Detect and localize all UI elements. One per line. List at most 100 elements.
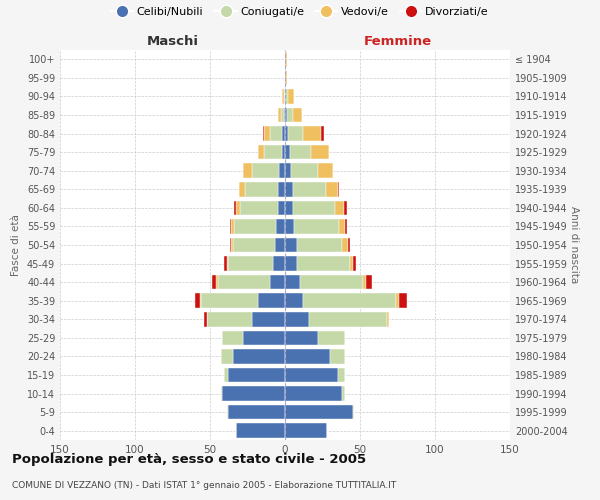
- Text: Maschi: Maschi: [146, 35, 199, 48]
- Bar: [223, 256, 227, 271]
- Bar: [363, 275, 366, 289]
- Bar: [285, 108, 287, 122]
- Bar: [285, 349, 330, 364]
- Bar: [285, 164, 291, 178]
- Bar: [285, 386, 342, 401]
- Bar: [337, 368, 345, 382]
- Text: COMUNE DI VEZZANO (TN) - Dati ISTAT 1° gennaio 2005 - Elaborazione TUTTITALIA.IT: COMUNE DI VEZZANO (TN) - Dati ISTAT 1° g…: [12, 480, 396, 490]
- Bar: [285, 312, 309, 326]
- Bar: [335, 200, 343, 215]
- Bar: [285, 182, 293, 196]
- Bar: [294, 219, 339, 234]
- Bar: [201, 294, 258, 308]
- Bar: [221, 386, 222, 401]
- Bar: [227, 405, 228, 419]
- Bar: [228, 368, 285, 382]
- Bar: [231, 238, 233, 252]
- Bar: [234, 200, 235, 215]
- Bar: [293, 200, 335, 215]
- Bar: [234, 219, 276, 234]
- Bar: [252, 312, 285, 326]
- Bar: [290, 145, 311, 160]
- Bar: [245, 182, 277, 196]
- Bar: [339, 219, 345, 234]
- Bar: [243, 164, 252, 178]
- Bar: [285, 256, 297, 271]
- Bar: [279, 164, 285, 178]
- Bar: [311, 145, 329, 160]
- Bar: [285, 52, 287, 66]
- Bar: [235, 424, 285, 438]
- Bar: [287, 108, 293, 122]
- Bar: [387, 312, 389, 326]
- Bar: [343, 200, 347, 215]
- Bar: [285, 330, 318, 345]
- Bar: [239, 182, 245, 196]
- Bar: [337, 182, 339, 196]
- Bar: [285, 368, 337, 382]
- Bar: [399, 294, 407, 308]
- Bar: [233, 238, 275, 252]
- Bar: [199, 294, 201, 308]
- Bar: [285, 200, 293, 215]
- Legend: Celibi/Nubili, Coniugati/e, Vedovi/e, Divorziati/e: Celibi/Nubili, Coniugati/e, Vedovi/e, Di…: [107, 2, 493, 21]
- Bar: [216, 275, 218, 289]
- Bar: [318, 330, 345, 345]
- Bar: [285, 219, 294, 234]
- Bar: [233, 349, 285, 364]
- Bar: [297, 256, 349, 271]
- Bar: [285, 424, 327, 438]
- Bar: [348, 238, 349, 252]
- Bar: [285, 294, 303, 308]
- Bar: [285, 89, 288, 104]
- Bar: [309, 312, 387, 326]
- Bar: [300, 275, 363, 289]
- Bar: [293, 108, 302, 122]
- Bar: [353, 405, 354, 419]
- Bar: [293, 182, 325, 196]
- Bar: [345, 219, 347, 234]
- Bar: [291, 164, 318, 178]
- Bar: [252, 164, 279, 178]
- Bar: [228, 405, 285, 419]
- Bar: [228, 256, 273, 271]
- Bar: [221, 349, 233, 364]
- Bar: [281, 108, 284, 122]
- Bar: [349, 256, 353, 271]
- Y-axis label: Fasce di età: Fasce di età: [11, 214, 21, 276]
- Bar: [264, 126, 270, 141]
- Bar: [229, 219, 231, 234]
- Text: Popolazione per età, sesso e stato civile - 2005: Popolazione per età, sesso e stato civil…: [12, 452, 366, 466]
- Y-axis label: Anni di nascita: Anni di nascita: [569, 206, 579, 284]
- Bar: [318, 164, 333, 178]
- Bar: [270, 126, 282, 141]
- Bar: [218, 275, 270, 289]
- Text: Femmine: Femmine: [364, 35, 431, 48]
- Bar: [285, 275, 300, 289]
- Bar: [235, 200, 240, 215]
- Bar: [275, 238, 285, 252]
- Bar: [227, 256, 228, 271]
- Bar: [342, 386, 345, 401]
- Bar: [270, 275, 285, 289]
- Bar: [282, 145, 285, 160]
- Bar: [353, 256, 355, 271]
- Bar: [222, 330, 243, 345]
- Bar: [330, 349, 345, 364]
- Bar: [285, 405, 353, 419]
- Bar: [258, 294, 285, 308]
- Bar: [284, 89, 285, 104]
- Bar: [284, 108, 285, 122]
- Bar: [277, 182, 285, 196]
- Bar: [303, 126, 321, 141]
- Bar: [396, 294, 399, 308]
- Bar: [366, 275, 372, 289]
- Bar: [342, 238, 348, 252]
- Bar: [282, 89, 284, 104]
- Bar: [277, 200, 285, 215]
- Bar: [223, 368, 228, 382]
- Bar: [303, 294, 396, 308]
- Bar: [229, 238, 231, 252]
- Bar: [288, 89, 294, 104]
- Bar: [276, 219, 285, 234]
